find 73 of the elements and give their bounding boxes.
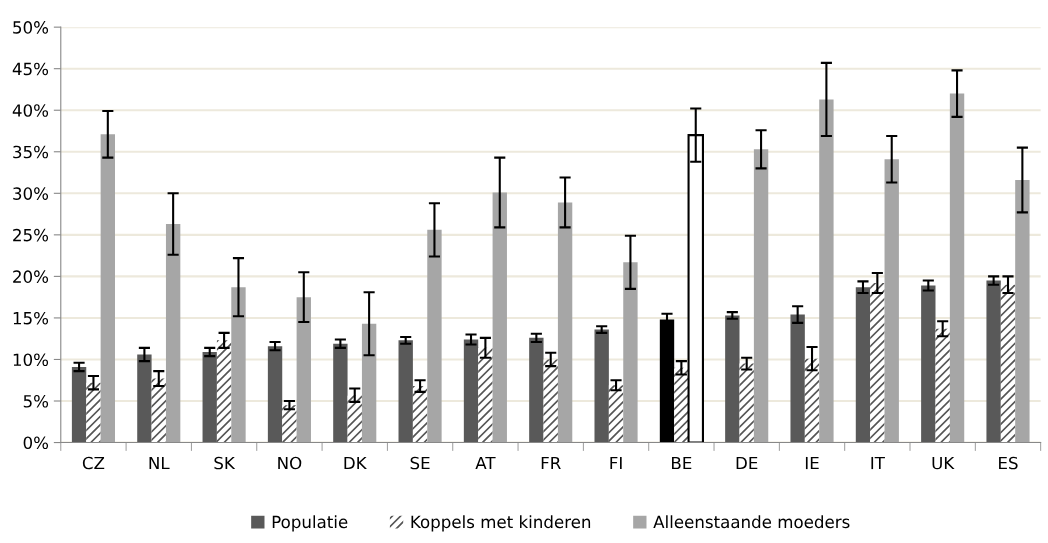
bar (478, 347, 493, 443)
bar (608, 385, 624, 443)
y-tick-label: 10% (13, 353, 49, 367)
bar (151, 378, 166, 443)
bar (137, 354, 152, 443)
bar (935, 328, 950, 443)
x-tick-label: UK (932, 456, 955, 470)
y-tick-label: 15% (13, 311, 49, 325)
bar (100, 134, 115, 443)
bar (71, 366, 87, 443)
x-tick-label: DE (736, 456, 758, 470)
bar (165, 224, 181, 443)
bar (231, 287, 246, 443)
bar (739, 363, 754, 443)
x-tick-label: DK (344, 456, 367, 470)
bar (361, 323, 377, 443)
y-tick-label: 30% (13, 187, 49, 200)
bar (819, 99, 834, 443)
legend-label: Koppels met kinderen (411, 515, 591, 532)
x-tick-label: SK (214, 456, 236, 470)
bar (884, 159, 899, 443)
bar (753, 149, 769, 443)
y-tick-label: 5% (23, 394, 49, 408)
bar (623, 262, 638, 443)
x-tick-label: ES (999, 456, 1018, 470)
bar (543, 359, 558, 443)
bar (267, 346, 283, 443)
x-tick-label: BE (672, 456, 692, 470)
bar (949, 93, 965, 443)
legend-label: Alleenstaande moeders (653, 515, 850, 529)
y-tick-label: 50% (13, 21, 49, 34)
x-tick-label: IT (871, 456, 885, 470)
bar (986, 280, 1001, 443)
bar (870, 283, 885, 443)
bar (296, 297, 311, 443)
bar (463, 339, 479, 443)
legend-label: Populatie (272, 515, 348, 532)
bar (216, 340, 232, 443)
x-tick-label: IE (805, 456, 819, 470)
bar (398, 340, 413, 443)
bar (347, 395, 362, 443)
x-tick-label: AT (475, 456, 496, 470)
bar (412, 386, 428, 443)
y-tick-label: 35% (13, 145, 49, 159)
bar (674, 367, 689, 443)
bar (86, 382, 101, 443)
x-tick-label: FR (541, 456, 561, 470)
bar (202, 351, 217, 443)
bar (1015, 180, 1030, 443)
bar (921, 285, 936, 443)
bar (594, 329, 609, 443)
x-tick-label: FI (610, 456, 622, 470)
x-tick-label: CZ (82, 456, 105, 470)
bar (427, 229, 442, 443)
y-tick-label: 45% (12, 62, 49, 76)
bar (790, 314, 805, 443)
y-tick-label: 0% (23, 436, 49, 450)
y-tick-label: 20% (13, 270, 49, 283)
x-tick-label: NL (149, 456, 170, 470)
x-tick-label: SE (410, 456, 430, 470)
bar (529, 337, 544, 443)
y-tick-label: 40% (12, 104, 49, 117)
bar (1000, 284, 1016, 443)
bar (725, 315, 740, 443)
bar (804, 358, 820, 443)
bar (855, 287, 871, 443)
bar (492, 192, 507, 443)
bar (333, 343, 348, 443)
x-tick-label: NO (278, 456, 302, 470)
y-tick-label: 25% (13, 228, 49, 242)
bar (557, 202, 573, 443)
bar (282, 405, 297, 443)
bar (659, 319, 675, 443)
